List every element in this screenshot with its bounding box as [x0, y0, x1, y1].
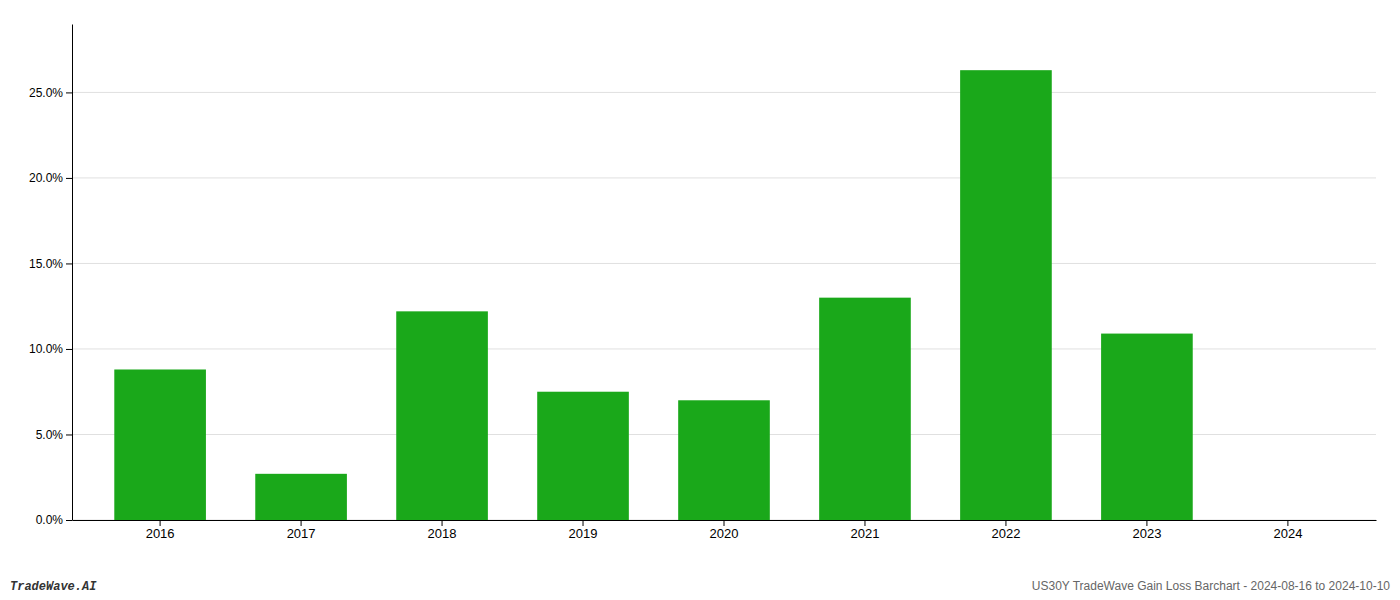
y-tick-label: 15.0% [29, 257, 63, 271]
x-tick-mark [724, 520, 725, 526]
chart-container: 0.0% 5.0% 10.0% 15.0% 20.0% 25.0% 2016 2017 2018… [0, 0, 1400, 600]
x-tick: 2020 [710, 520, 739, 541]
footer-right: US30Y TradeWave Gain Loss Barchart - 202… [1032, 579, 1391, 593]
plot-area [114, 70, 1192, 520]
y-tick-label: 25.0% [29, 86, 63, 100]
y-tick: 25.0% [29, 86, 72, 100]
x-tick-label: 2017 [287, 526, 316, 541]
x-tick-label: 2016 [146, 526, 175, 541]
x-tick: 2021 [851, 520, 880, 541]
grid-line [72, 263, 1376, 264]
footer-left: TradeWave.AI [10, 580, 97, 594]
bar [537, 392, 629, 520]
y-tick: 5.0% [36, 428, 72, 442]
x-tick: 2023 [1132, 520, 1161, 541]
x-tick: 2019 [569, 520, 598, 541]
bar [960, 70, 1052, 520]
y-tick: 10.0% [29, 342, 72, 356]
x-axis: 2016 2017 2018 2019 2020 2021 2022 2023 2024 [73, 520, 1377, 541]
x-tick-mark [1287, 520, 1288, 526]
y-tick-mark [66, 178, 72, 179]
x-tick-mark [301, 520, 302, 526]
x-tick-mark [442, 520, 443, 526]
x-tick-mark [583, 520, 584, 526]
bar [819, 298, 911, 520]
x-tick: 2017 [287, 520, 316, 541]
x-tick-label: 2024 [1273, 526, 1302, 541]
grid-line [72, 92, 1376, 93]
y-tick-label: 0.0% [36, 513, 64, 527]
x-tick-label: 2019 [569, 526, 598, 541]
y-tick: 20.0% [29, 171, 72, 185]
grid-line [72, 177, 1376, 178]
x-tick-mark [864, 520, 865, 526]
x-tick-label: 2021 [851, 526, 880, 541]
bar [255, 474, 347, 520]
bar [114, 369, 206, 520]
x-tick: 2016 [146, 520, 175, 541]
x-tick-mark [1005, 520, 1006, 526]
bar [396, 311, 488, 520]
x-tick-label: 2018 [428, 526, 457, 541]
x-tick: 2018 [428, 520, 457, 541]
y-axis-line [72, 25, 73, 521]
x-tick: 2024 [1273, 520, 1302, 541]
x-tick-mark [160, 520, 161, 526]
y-tick-mark [66, 434, 72, 435]
y-tick-mark [66, 263, 72, 264]
bar [678, 400, 770, 520]
x-tick: 2022 [991, 520, 1020, 541]
grid [72, 92, 1376, 520]
y-tick: 0.0% [36, 513, 72, 527]
bar [1242, 520, 1334, 521]
y-tick-label: 10.0% [29, 342, 63, 356]
bar [1101, 334, 1193, 520]
chart-svg: 0.0% 5.0% 10.0% 15.0% 20.0% 25.0% 2016 2017 2018… [0, 0, 1400, 600]
y-tick-mark [66, 349, 72, 350]
y-tick: 15.0% [29, 257, 72, 271]
x-tick-label: 2023 [1132, 526, 1161, 541]
y-axis: 0.0% 5.0% 10.0% 15.0% 20.0% 25.0% [29, 25, 73, 528]
x-tick-label: 2020 [710, 526, 739, 541]
x-tick-label: 2022 [991, 526, 1020, 541]
y-tick-mark [66, 92, 72, 93]
x-tick-mark [1146, 520, 1147, 526]
y-tick-mark [66, 520, 72, 521]
y-tick-label: 20.0% [29, 171, 63, 185]
y-tick-label: 5.0% [36, 428, 64, 442]
